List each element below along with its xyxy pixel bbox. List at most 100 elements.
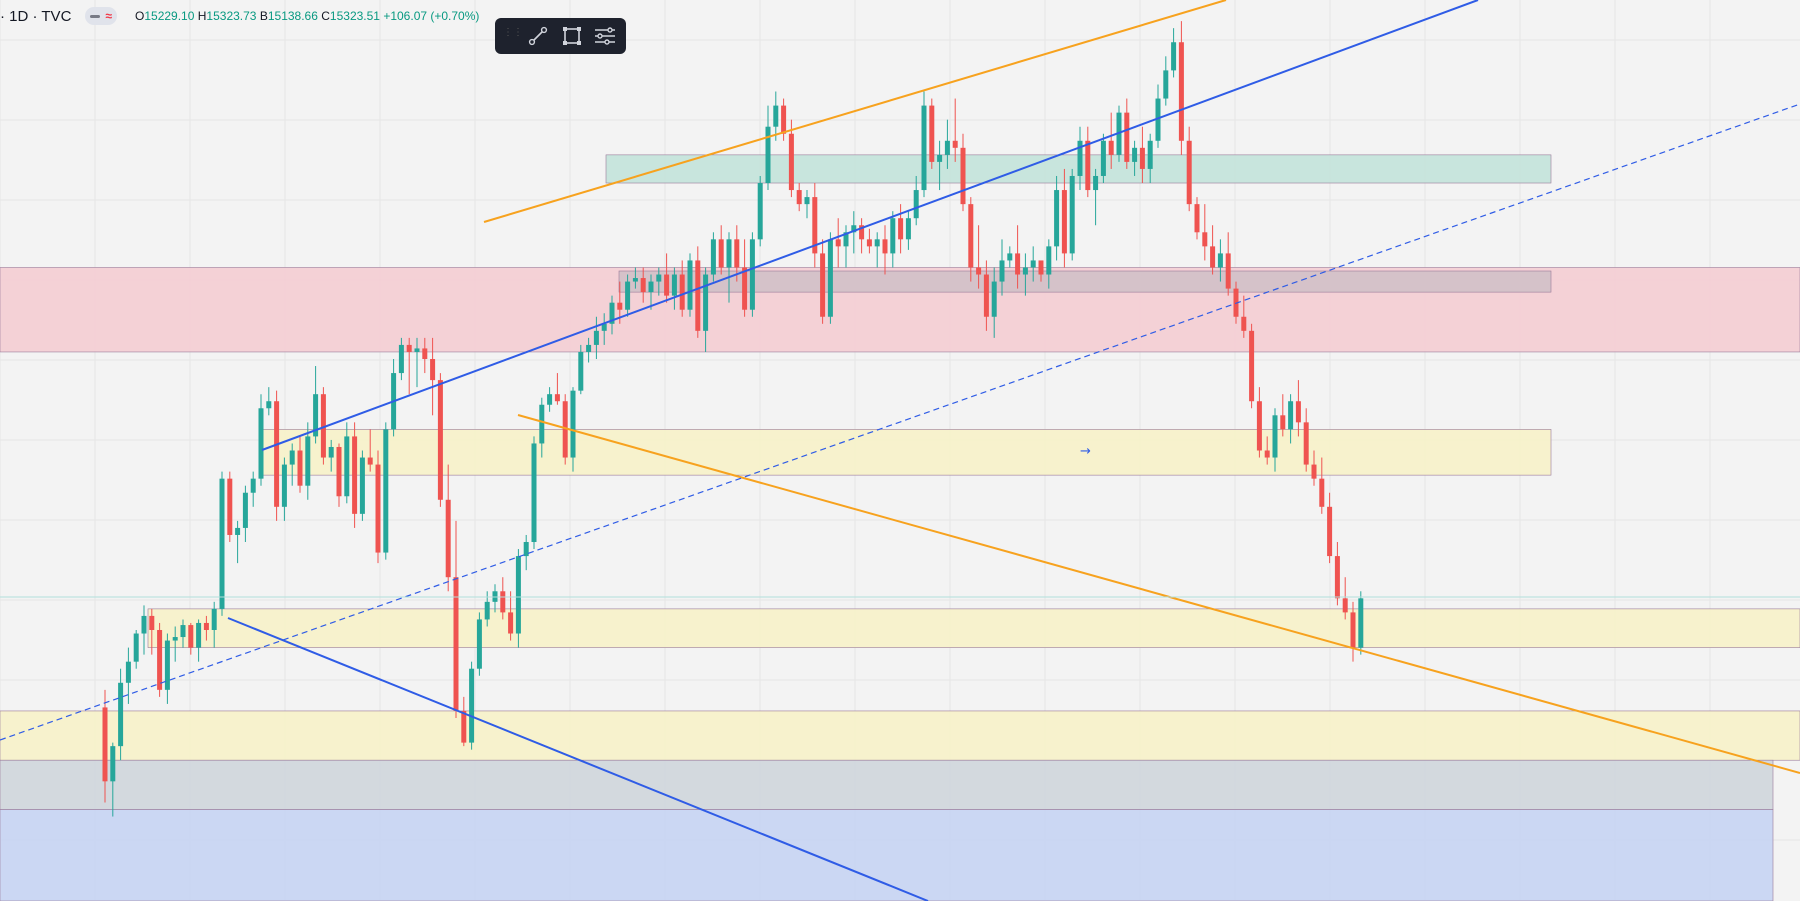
candle-body	[453, 577, 459, 711]
candle-body	[1186, 140, 1192, 205]
candle	[297, 436, 303, 493]
candle	[742, 239, 748, 317]
candle	[1303, 408, 1309, 472]
candle	[874, 232, 880, 268]
candle-body	[586, 344, 592, 352]
candle	[656, 267, 662, 296]
candle-body	[289, 450, 295, 465]
candle-body	[227, 478, 233, 535]
candle-body	[796, 190, 802, 205]
candle-body	[1178, 42, 1184, 141]
candle-body	[1342, 598, 1348, 613]
candle-body	[180, 625, 186, 638]
candle-body	[1210, 246, 1216, 268]
candle-body	[968, 204, 974, 268]
candle	[820, 239, 826, 324]
candle	[352, 422, 358, 528]
candle-body	[983, 274, 989, 317]
candle	[1015, 225, 1021, 289]
candle	[1342, 577, 1348, 620]
candle	[102, 689, 108, 803]
candle	[882, 225, 888, 275]
candle	[539, 397, 545, 458]
symbol-label[interactable]: · 1D · TVC	[0, 7, 72, 25]
candle-body	[952, 140, 958, 148]
candle-body	[157, 629, 163, 690]
candle-body	[1139, 147, 1145, 169]
candle	[796, 183, 802, 212]
candle-body	[1217, 253, 1223, 268]
settings-lines-icon[interactable]	[592, 22, 618, 50]
candle	[281, 457, 287, 521]
visibility-toggle[interactable]: ≈	[85, 7, 117, 25]
orange-upper-channel-line[interactable]	[483, 0, 1227, 223]
candle	[898, 204, 904, 254]
candle	[523, 534, 529, 571]
candle	[937, 140, 943, 191]
candle	[515, 549, 521, 648]
candle	[1147, 133, 1153, 184]
blue-dashed-mid-line[interactable]	[0, 103, 1800, 741]
candle-body	[539, 404, 545, 444]
candle-body	[734, 239, 740, 268]
candle-body	[430, 358, 436, 381]
candle	[1124, 98, 1130, 169]
candle	[593, 316, 599, 359]
candle-body	[1077, 140, 1083, 176]
candle	[1288, 394, 1294, 444]
candle	[983, 260, 989, 331]
candle	[1256, 387, 1262, 458]
candle-body	[890, 218, 896, 254]
candle	[1030, 246, 1036, 282]
compare-icon: ≈	[105, 9, 112, 23]
candle	[172, 626, 178, 662]
candle	[851, 211, 857, 254]
candle	[695, 246, 701, 338]
drawing-toolbar: ⋮⋮	[495, 18, 626, 54]
candle	[679, 260, 685, 317]
candle	[1085, 126, 1091, 198]
candle-body	[1295, 401, 1301, 423]
candle	[648, 274, 654, 310]
candle-body	[976, 267, 982, 275]
candle-body	[118, 682, 124, 747]
candle	[531, 436, 537, 550]
candle	[1272, 408, 1278, 472]
candle-body	[219, 478, 225, 609]
candle-body	[898, 218, 904, 240]
blue-lower-trend-line[interactable]	[227, 617, 929, 901]
candle-body	[133, 633, 139, 662]
orange-descending-line[interactable]	[517, 414, 1800, 774]
candle-body	[781, 105, 787, 134]
candle-body	[328, 446, 334, 458]
candle-body	[1030, 260, 1036, 268]
candle	[1202, 204, 1208, 261]
candle-body	[547, 394, 553, 405]
change-value: +106.07 (+0.70%)	[383, 9, 480, 23]
rectangle-icon[interactable]	[559, 22, 585, 50]
candle	[843, 225, 849, 268]
blue-upper-trend-line[interactable]	[261, 0, 1479, 451]
candle-body	[859, 225, 865, 240]
candle-body	[749, 239, 755, 310]
candle-body	[437, 380, 443, 500]
candle	[1038, 260, 1044, 282]
candle-body	[664, 274, 670, 296]
candle-body	[1108, 140, 1114, 155]
candle	[336, 443, 342, 507]
candle-body	[718, 239, 724, 268]
candle-body	[1007, 253, 1013, 261]
open-value: 15229.10	[144, 9, 195, 23]
candle-body	[804, 197, 810, 205]
trend-line-icon[interactable]	[525, 22, 551, 50]
candle-body	[1046, 246, 1052, 275]
candle-body	[414, 348, 420, 352]
candle	[110, 742, 116, 817]
candle	[414, 337, 420, 388]
candle	[344, 422, 350, 504]
candle-body	[242, 492, 248, 528]
ohlc-values: O15229.10 H15323.73 B15138.66 C15323.51 …	[135, 9, 480, 23]
candle-body	[1358, 598, 1364, 648]
drag-handle-icon[interactable]: ⋮⋮	[503, 27, 523, 38]
